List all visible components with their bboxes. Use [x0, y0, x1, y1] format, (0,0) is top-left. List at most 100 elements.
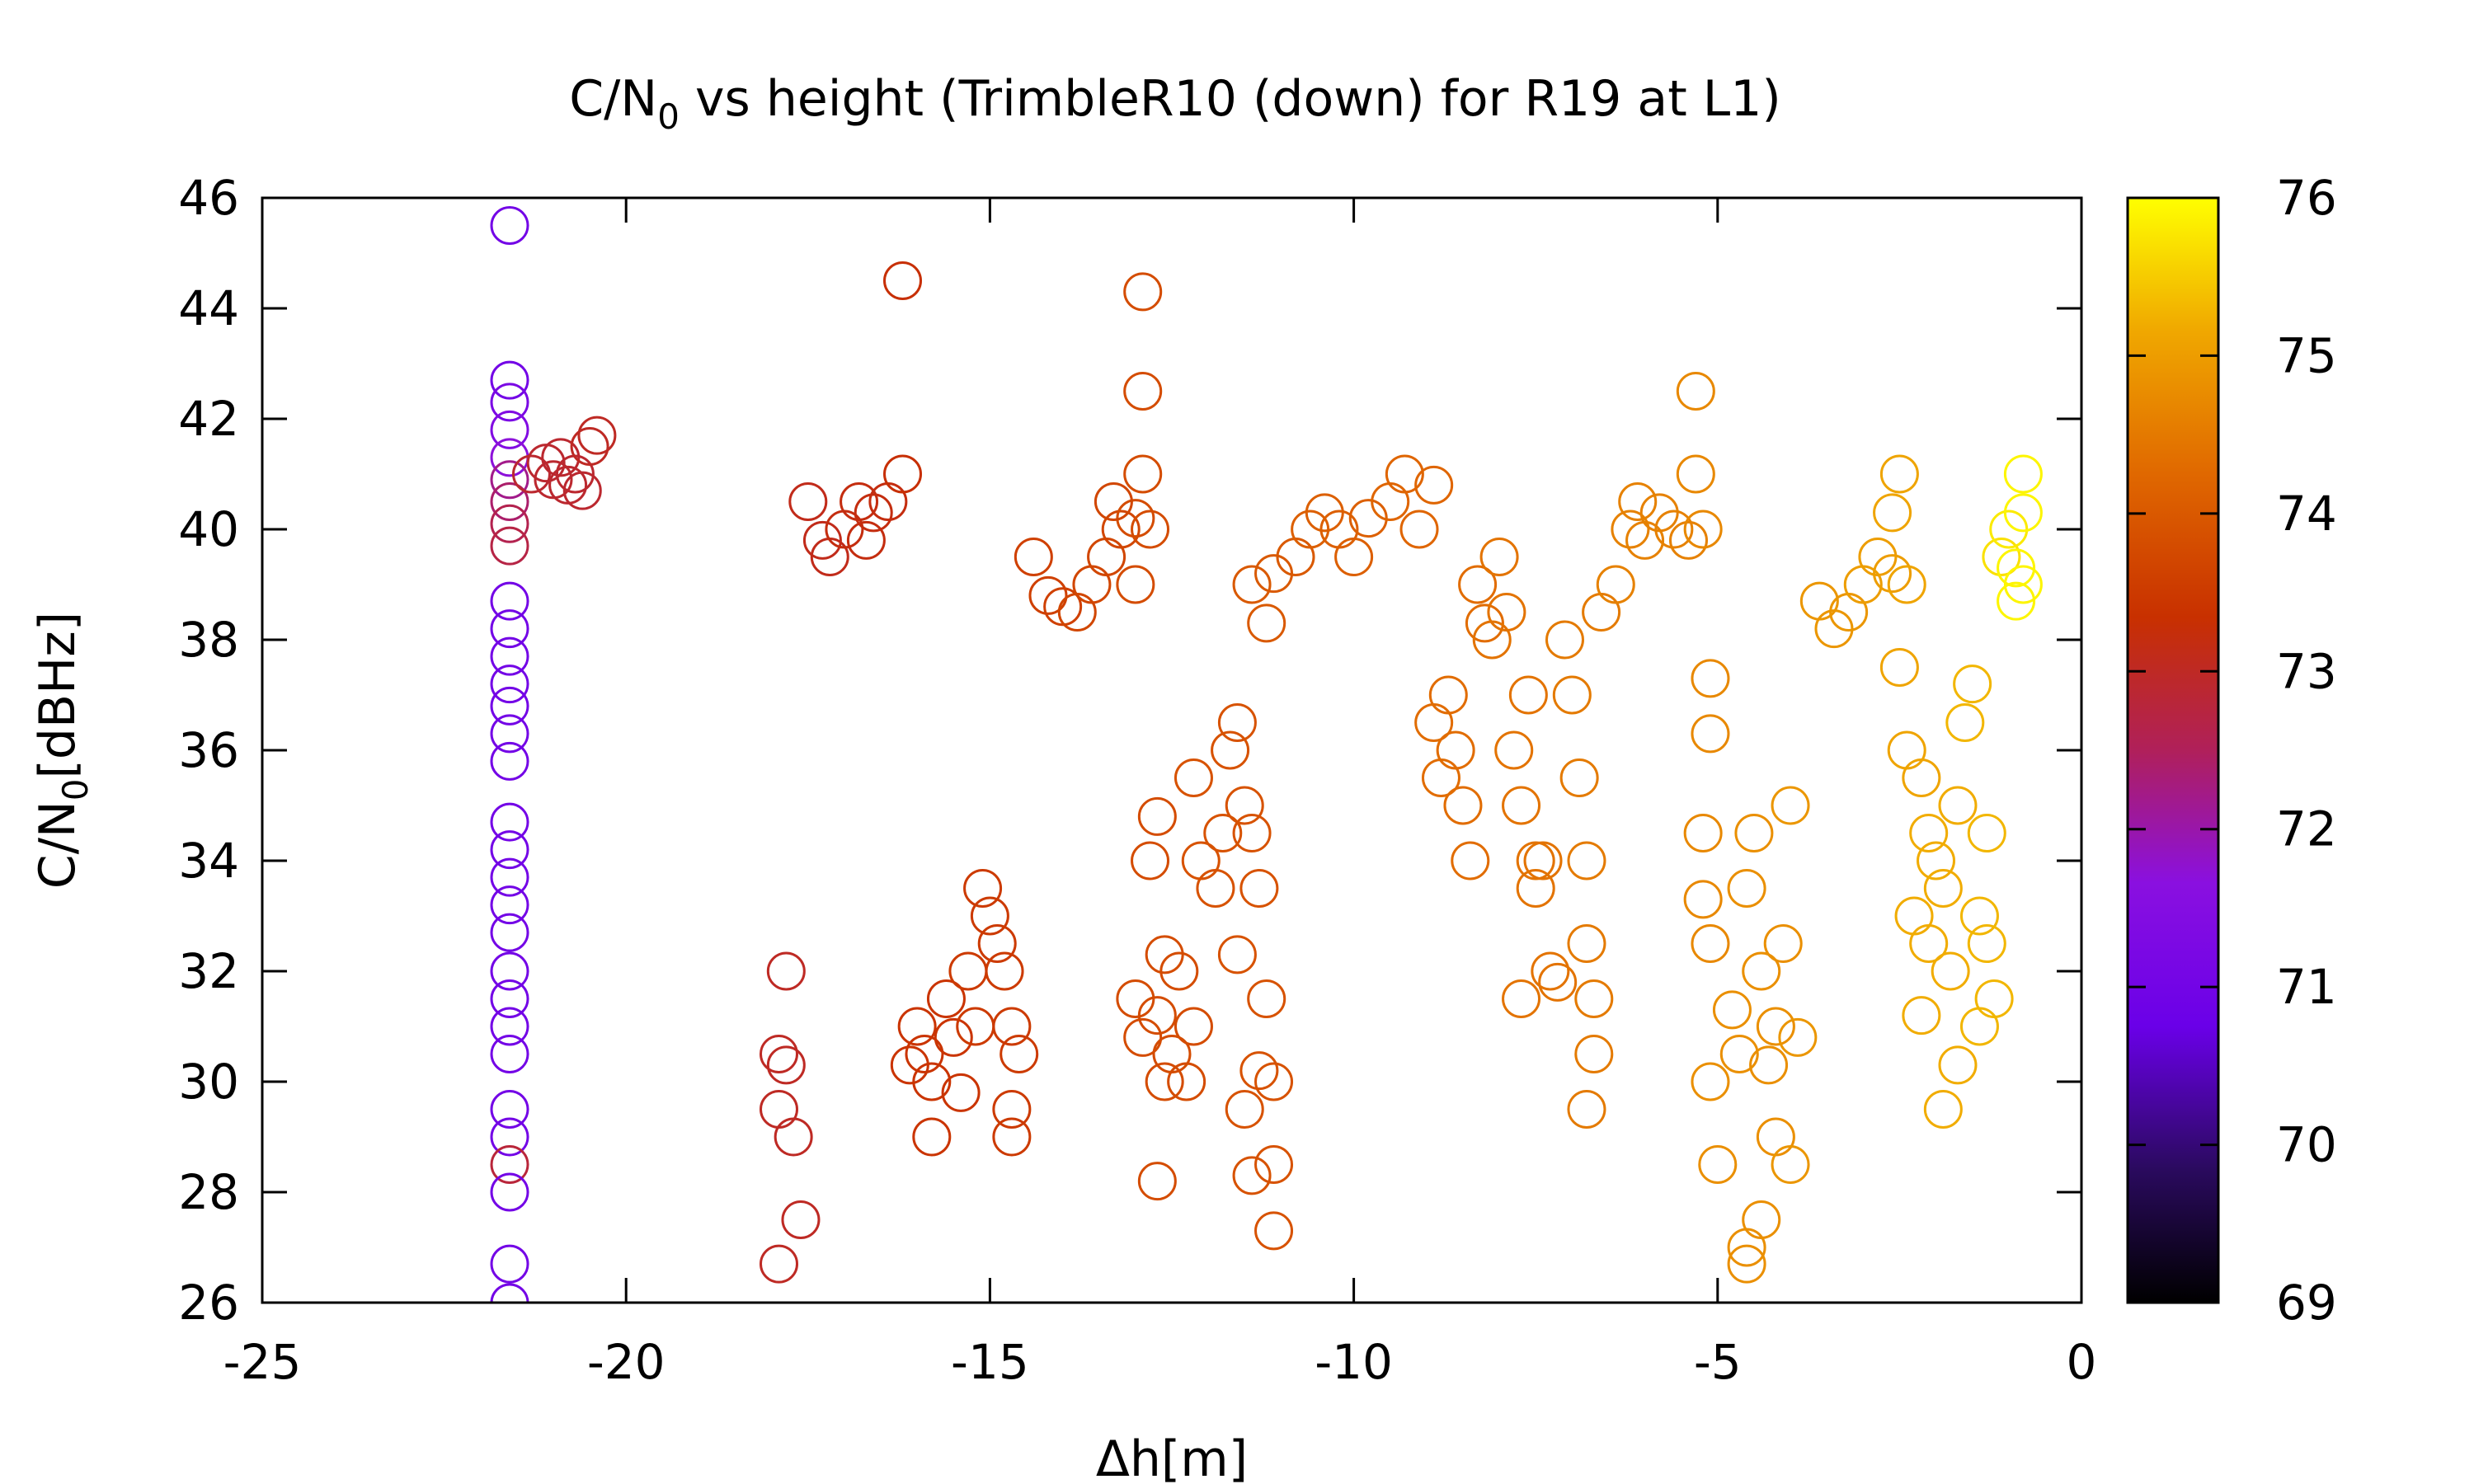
data-point — [1719, 1035, 1759, 1073]
data-point — [1247, 603, 1286, 643]
data-point — [1894, 896, 1934, 936]
data-point — [1494, 730, 1534, 770]
data-point — [970, 896, 1009, 936]
data-point — [490, 1090, 529, 1129]
data-point — [1618, 482, 1658, 521]
data-point — [490, 482, 529, 521]
data-point — [766, 1045, 806, 1085]
data-point — [1516, 869, 1555, 908]
data-point — [1654, 510, 1694, 549]
data-point — [490, 636, 529, 676]
data-point — [1959, 1007, 1999, 1046]
data-point — [490, 360, 529, 400]
data-point — [1639, 493, 1679, 533]
data-point — [1997, 548, 2036, 588]
colorbar-tick-label: 75 — [2276, 327, 2337, 383]
data-point — [992, 1117, 1032, 1157]
data-point — [1982, 538, 2021, 576]
data-point — [1545, 620, 1584, 660]
data-point — [1502, 786, 1541, 825]
x-tick-label: -5 — [1694, 1334, 1742, 1390]
data-point — [1596, 565, 1635, 604]
data-point — [1611, 510, 1650, 549]
data-point — [1879, 648, 1919, 687]
data-point — [1414, 465, 1454, 505]
data-point — [1574, 1035, 1614, 1073]
data-point — [948, 951, 988, 991]
data-point — [1778, 1017, 1818, 1057]
data-point — [490, 410, 529, 449]
data-point — [490, 714, 529, 754]
data-point — [1771, 1145, 1810, 1184]
data-point — [1953, 665, 1992, 704]
data-point — [1669, 520, 1709, 560]
data-point — [781, 1200, 821, 1239]
data-point — [883, 261, 923, 300]
data-point — [912, 1117, 952, 1157]
data-point — [1239, 1051, 1279, 1091]
y-tick-label: 34 — [178, 833, 239, 889]
data-point — [490, 802, 529, 842]
y-tick-label: 38 — [178, 612, 239, 668]
data-point — [802, 520, 842, 560]
data-point — [760, 1090, 799, 1129]
x-tick-label: -15 — [951, 1334, 1029, 1390]
data-point — [1319, 510, 1359, 549]
data-point — [490, 1172, 529, 1212]
data-point — [854, 493, 893, 533]
data-point — [985, 951, 1024, 991]
data-point — [897, 1007, 937, 1046]
colorbar-tick-label: 69 — [2276, 1275, 2337, 1331]
data-point — [934, 1017, 973, 1057]
data-point — [1887, 565, 1926, 604]
data-point — [490, 1117, 529, 1157]
data-point — [1225, 1090, 1264, 1129]
data-point — [490, 581, 529, 621]
data-point — [883, 454, 923, 494]
data-point — [905, 1035, 944, 1073]
data-point — [490, 741, 529, 781]
data-point — [1443, 786, 1483, 825]
data-point — [992, 1090, 1032, 1129]
data-point — [1225, 786, 1264, 825]
data-point — [1967, 814, 2006, 852]
data-point — [1145, 1062, 1184, 1101]
data-point — [1873, 493, 1912, 533]
data-point — [1239, 869, 1279, 908]
data-point — [1574, 979, 1614, 1018]
data-point — [490, 383, 529, 422]
data-point — [490, 686, 529, 726]
colorbar-tick-label: 76 — [2276, 170, 2337, 226]
data-point — [1967, 924, 2006, 963]
y-axis-label: C/N0[dBHz] — [29, 612, 96, 889]
data-point — [1014, 538, 1053, 576]
data-point — [490, 504, 529, 543]
data-point — [2003, 454, 2043, 494]
data-point — [1174, 758, 1213, 797]
data-point — [760, 1035, 799, 1073]
y-tick-label: 36 — [178, 722, 239, 778]
data-point — [1137, 996, 1177, 1036]
colorbar-tick-label: 73 — [2276, 643, 2337, 699]
data-point — [1829, 593, 1869, 632]
data-point — [562, 471, 602, 510]
y-axis-ticks: 26 28 30 32 34 36 38 40 42 44 46 — [178, 170, 2081, 1331]
data-point — [1101, 510, 1141, 549]
data-point — [490, 1283, 529, 1303]
data-point — [1516, 841, 1555, 881]
y-tick-label: 26 — [178, 1275, 239, 1331]
data-point — [1931, 951, 1970, 991]
data-point — [1917, 841, 1956, 881]
data-point — [825, 510, 864, 549]
data-point — [1727, 1228, 1766, 1267]
data-point — [1902, 758, 1941, 797]
data-point — [1334, 538, 1374, 576]
data-point — [1974, 979, 2014, 1018]
data-point — [1938, 1045, 1978, 1085]
data-point — [766, 951, 806, 991]
data-point — [1451, 841, 1490, 881]
data-point — [1683, 510, 1723, 549]
data-point — [1756, 1007, 1795, 1046]
data-point — [1123, 1017, 1163, 1057]
data-point — [1159, 951, 1199, 991]
